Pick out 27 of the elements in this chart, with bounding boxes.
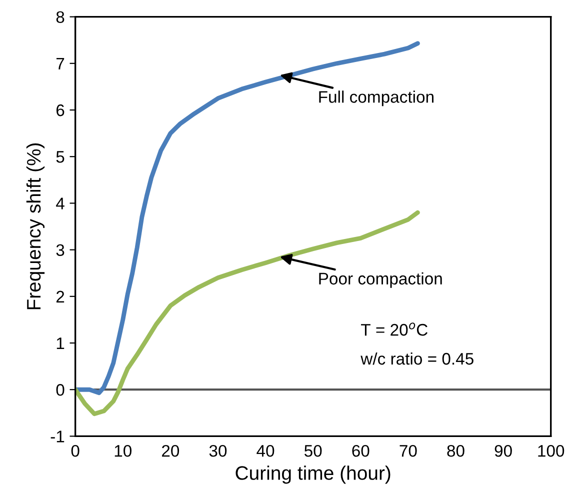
y-tick-label: 0 [56, 384, 64, 396]
y-tick-label: 8 [56, 11, 64, 23]
x-tick-label: 70 [400, 444, 417, 457]
y-axis-title: Frequency shift (%) [26, 143, 45, 310]
x-tick-label: 80 [447, 444, 464, 457]
y-tick-label: 5 [56, 151, 64, 163]
x-tick-label: 10 [114, 444, 132, 457]
x-tick-label: 50 [304, 444, 322, 457]
x-tick-label: 20 [162, 444, 180, 457]
y-tick-label: 3 [56, 244, 64, 256]
x-tick-label: 90 [494, 444, 512, 457]
x-tick-label: 0 [71, 444, 80, 457]
x-axis-title: Curing time (hour) [236, 466, 390, 484]
y-tick-label: 2 [56, 290, 64, 302]
y-tick-label: 6 [56, 104, 64, 116]
y-tick-label: 4 [56, 198, 64, 210]
y-tick-label: 1 [56, 338, 64, 350]
annotation: Full compaction [319, 90, 434, 106]
x-tick-label: 100 [538, 444, 564, 457]
annotation: w/c ratio = 0.45 [360, 352, 474, 365]
annotation: T = 20$^{o}$C [361, 322, 428, 336]
y-tick-label: -1 [50, 430, 64, 442]
x-tick-label: 60 [352, 444, 370, 457]
annotation: Poor compaction [319, 272, 442, 288]
x-tick-label: 40 [256, 444, 274, 457]
y-tick-label: 7 [56, 58, 64, 70]
x-tick-label: 30 [209, 444, 227, 457]
